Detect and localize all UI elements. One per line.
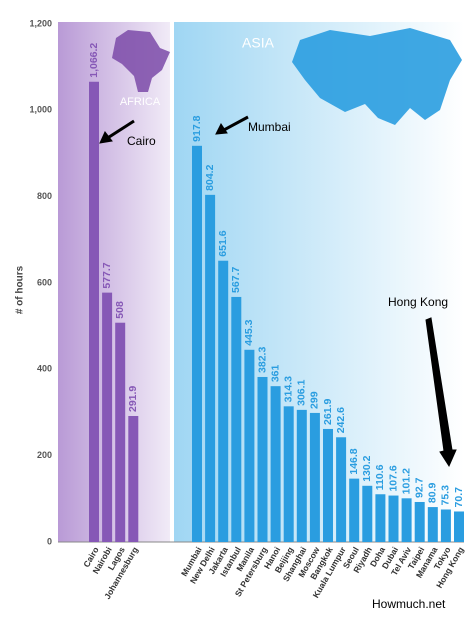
bar bbox=[427, 507, 438, 542]
bar bbox=[454, 511, 464, 542]
bar bbox=[115, 322, 126, 542]
y-tick-label: 600 bbox=[37, 277, 52, 287]
arrows bbox=[99, 115, 457, 468]
bar bbox=[205, 194, 216, 542]
y-tick-label: 1,000 bbox=[29, 105, 52, 115]
bar bbox=[388, 495, 399, 542]
bar bbox=[362, 485, 373, 542]
bar bbox=[257, 376, 268, 542]
value-label: 382.3 bbox=[256, 347, 268, 373]
annotation: Mumbai bbox=[248, 120, 291, 134]
value-label: 577.7 bbox=[101, 262, 113, 288]
value-label: 107.6 bbox=[387, 465, 399, 491]
value-label: 291.9 bbox=[127, 386, 139, 412]
value-label: 445.3 bbox=[243, 319, 255, 345]
annotation: Hong Kong bbox=[388, 295, 448, 309]
bar bbox=[375, 494, 386, 542]
value-label: 92.7 bbox=[413, 477, 425, 498]
value-label: 299 bbox=[309, 391, 321, 409]
y-tick-label: 200 bbox=[37, 450, 52, 460]
bar bbox=[89, 81, 99, 543]
y-tick-label: 0 bbox=[47, 536, 52, 546]
y-tick-label: 400 bbox=[37, 364, 52, 374]
value-label: 567.7 bbox=[230, 267, 242, 293]
africa-panel bbox=[58, 22, 170, 542]
group-label: ASIA bbox=[242, 35, 275, 51]
value-label: 242.6 bbox=[335, 407, 347, 433]
value-label: 314.3 bbox=[282, 376, 294, 402]
bar bbox=[309, 412, 320, 542]
value-label: 917.8 bbox=[191, 115, 203, 141]
source: Howmuch.net bbox=[372, 597, 446, 611]
bar bbox=[336, 437, 347, 542]
value-label: 101.2 bbox=[400, 468, 412, 494]
value-label: 75.3 bbox=[440, 485, 452, 506]
bar bbox=[244, 349, 255, 542]
value-label: 146.8 bbox=[348, 448, 360, 474]
value-label: 508 bbox=[114, 301, 126, 319]
value-label: 80.9 bbox=[427, 482, 439, 503]
value-label: 1,066.2 bbox=[88, 43, 100, 78]
y-tick-label: 1,200 bbox=[29, 18, 52, 28]
value-label: 804.2 bbox=[204, 164, 216, 190]
bar bbox=[323, 428, 333, 542]
bar bbox=[414, 501, 425, 542]
bar bbox=[218, 260, 229, 542]
bar bbox=[192, 145, 202, 542]
group-label: AFRICA bbox=[120, 96, 161, 108]
value-label: 110.6 bbox=[374, 464, 386, 490]
value-label: 651.6 bbox=[217, 230, 229, 256]
value-label: 306.1 bbox=[296, 379, 308, 405]
bar bbox=[440, 509, 451, 542]
value-label: 130.2 bbox=[361, 455, 373, 481]
bar bbox=[401, 498, 412, 542]
value-label: 361 bbox=[269, 364, 281, 382]
bar bbox=[296, 409, 307, 542]
value-label: 70.7 bbox=[453, 487, 465, 508]
annotation: Cairo bbox=[127, 134, 156, 148]
y-axis-label: # of hours bbox=[15, 265, 26, 314]
asia-map bbox=[292, 28, 462, 125]
bar bbox=[349, 478, 360, 542]
value-label: 261.9 bbox=[322, 399, 334, 425]
bar bbox=[270, 386, 281, 542]
africa-map bbox=[112, 30, 170, 92]
bar bbox=[231, 296, 242, 542]
y-tick-label: 800 bbox=[37, 191, 52, 201]
bar bbox=[128, 415, 139, 542]
bar bbox=[102, 292, 113, 542]
bar bbox=[283, 406, 294, 542]
